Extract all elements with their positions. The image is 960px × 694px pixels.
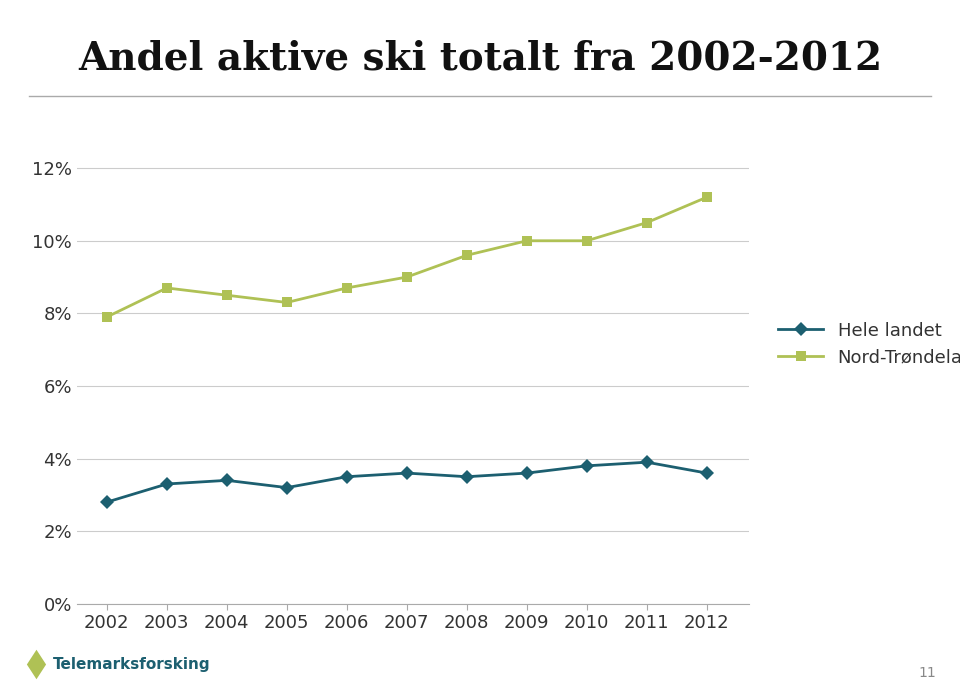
Hele landet (101, 498, 112, 507)
Hele landet (641, 458, 653, 466)
Nord-Trøndelag (701, 193, 712, 201)
Nord-Trøndelag (101, 313, 112, 321)
Hele landet (161, 480, 173, 488)
Nord-Trøndelag (521, 237, 533, 245)
Nord-Trøndelag (401, 273, 413, 281)
Polygon shape (27, 650, 46, 679)
Hele landet (221, 476, 232, 484)
Nord-Trøndelag (281, 298, 293, 307)
Line: Hele landet: Hele landet (102, 457, 711, 507)
Nord-Trøndelag (461, 251, 472, 260)
Hele landet (521, 469, 533, 477)
Hele landet (581, 462, 592, 470)
Hele landet (341, 473, 352, 481)
Nord-Trøndelag (641, 219, 653, 227)
Line: Nord-Trøndelag: Nord-Trøndelag (102, 192, 711, 322)
Text: Andel aktive ski totalt fra 2002-2012: Andel aktive ski totalt fra 2002-2012 (78, 40, 882, 78)
Nord-Trøndelag (161, 284, 173, 292)
Hele landet (461, 473, 472, 481)
Hele landet (281, 484, 293, 492)
Nord-Trøndelag (581, 237, 592, 245)
Hele landet (401, 469, 413, 477)
Legend: Hele landet, Nord-Trøndelag: Hele landet, Nord-Trøndelag (778, 321, 960, 367)
Nord-Trøndelag (341, 284, 352, 292)
Hele landet (701, 469, 712, 477)
Nord-Trøndelag (221, 291, 232, 299)
Text: 11: 11 (919, 666, 936, 680)
Text: Telemarksforsking: Telemarksforsking (53, 657, 210, 672)
